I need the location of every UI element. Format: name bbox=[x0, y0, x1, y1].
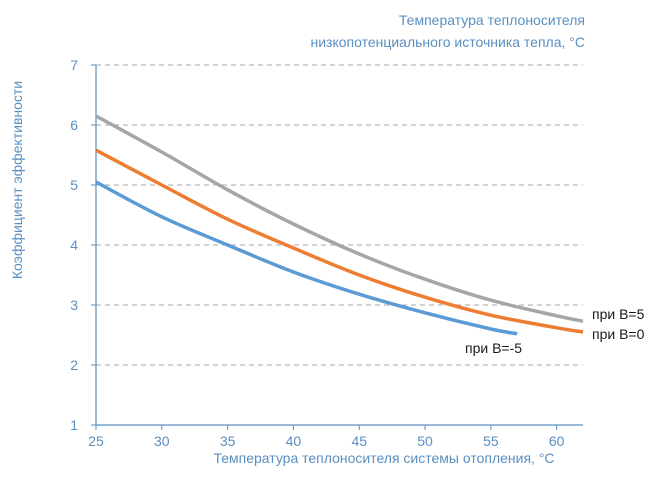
series-label: при В=5 bbox=[592, 306, 645, 322]
x-tick-label: 40 bbox=[286, 433, 302, 449]
y-tick-label: 7 bbox=[70, 57, 78, 73]
series-label: при В=-5 bbox=[465, 340, 522, 356]
y-axis-label: Коэффициент эффективности bbox=[9, 81, 25, 279]
series-group bbox=[95, 114, 584, 336]
x-tick-label: 60 bbox=[549, 433, 565, 449]
chart-title-line-2: низкопотенциального источника тепла, °С bbox=[310, 34, 585, 50]
chart-title-line-1: Температура теплоносителя bbox=[399, 12, 585, 28]
series-line bbox=[95, 180, 518, 336]
x-tick-label: 45 bbox=[351, 433, 367, 449]
x-axis-label: Температура теплоносителя системы отопле… bbox=[213, 450, 554, 466]
y-tick-label: 5 bbox=[70, 177, 78, 193]
series-label: при В=0 bbox=[592, 326, 645, 342]
y-tick-label: 1 bbox=[70, 417, 78, 433]
axes bbox=[91, 64, 583, 430]
series-line bbox=[95, 114, 584, 323]
x-tick-label: 25 bbox=[88, 433, 104, 449]
x-tick-label: 35 bbox=[220, 433, 236, 449]
y-tick-label: 4 bbox=[70, 237, 78, 253]
x-tick-label: 55 bbox=[483, 433, 499, 449]
y-tick-label: 3 bbox=[70, 297, 78, 313]
x-tick-label: 50 bbox=[417, 433, 433, 449]
y-tick-label: 6 bbox=[70, 117, 78, 133]
series-line bbox=[95, 148, 584, 334]
series-labels: при В=5 при В=0 при В=-5 bbox=[465, 306, 645, 356]
x-tick-label: 30 bbox=[154, 433, 170, 449]
y-tick-label: 2 bbox=[70, 357, 78, 373]
